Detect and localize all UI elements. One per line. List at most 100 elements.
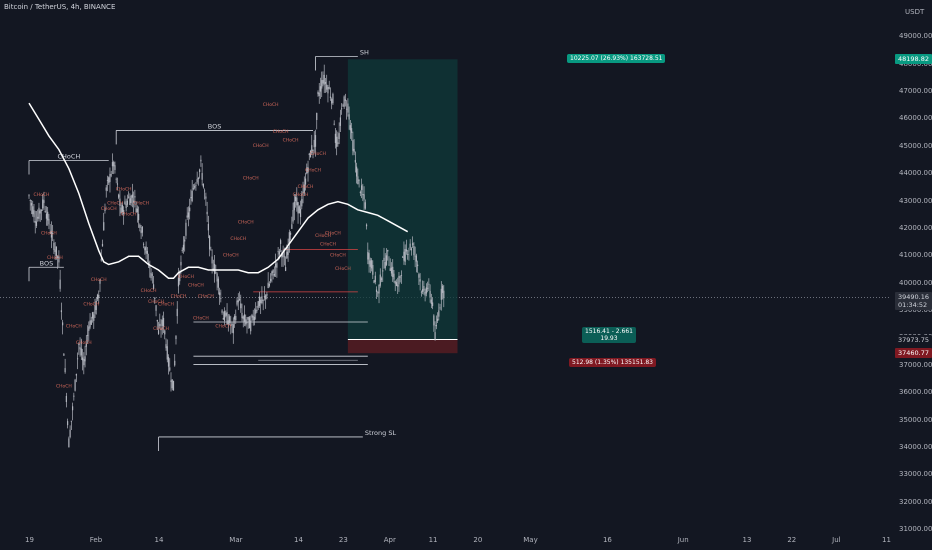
candle-body: [106, 179, 109, 181]
candle-body: [180, 261, 182, 266]
candle-body: [322, 80, 324, 84]
choch-mark-28: CHoCH: [263, 102, 279, 108]
price-tick: 33000.00: [899, 470, 932, 479]
candle-body: [63, 353, 65, 356]
candle-body: [342, 105, 344, 107]
candle-body: [364, 202, 366, 209]
price-tick: 31000.00: [899, 525, 932, 533]
candle-body: [329, 96, 332, 98]
candle-body: [428, 283, 430, 285]
current-price-value: 39490.16: [898, 292, 930, 301]
choch-mark-14: CHoCH: [148, 299, 164, 305]
candle-body: [43, 200, 45, 203]
choch-mark-19: CHoCH: [188, 282, 204, 288]
candle-body: [360, 185, 363, 190]
candle-body: [70, 420, 72, 422]
time-tick: 19: [25, 536, 34, 544]
candle-body: [38, 207, 40, 219]
choch-mark-37: CHoCH: [325, 230, 341, 236]
candle-body: [294, 196, 297, 202]
price-tick: 40000.00: [899, 278, 932, 287]
choch-mark-18: CHoCH: [178, 274, 194, 280]
candle-body: [243, 314, 246, 322]
candle-body: [288, 232, 290, 243]
candle-body: [336, 136, 338, 147]
candle-body: [379, 274, 381, 286]
candle-body: [189, 207, 191, 212]
candle-body: [103, 222, 105, 231]
candle-body: [339, 117, 342, 126]
time-tick: 11: [882, 536, 891, 544]
candle-body: [78, 343, 80, 345]
candle-body: [332, 93, 334, 104]
candle-body: [190, 196, 192, 199]
candle-body: [131, 194, 133, 198]
candle-body: [341, 108, 343, 110]
candle-body: [159, 323, 161, 327]
candle-body: [250, 320, 252, 332]
candle-body: [200, 159, 202, 162]
candle-body: [431, 302, 434, 307]
candle-body: [166, 346, 168, 360]
candle-body: [327, 86, 329, 94]
structure-label-1: BOS: [40, 259, 54, 267]
bar-countdown: 01:34:52: [898, 300, 928, 309]
candle-body: [58, 256, 60, 263]
candle-body: [436, 318, 439, 321]
risk-reward-box: 1516.41 - 2.661 19.93: [582, 326, 636, 343]
choch-mark-0: CHoCH: [34, 192, 50, 198]
candle-body: [71, 406, 74, 411]
candle-body: [338, 133, 340, 139]
candle-body: [299, 208, 302, 218]
candle-body: [441, 285, 444, 293]
candle-body: [248, 317, 251, 329]
candle-body: [309, 150, 312, 158]
structure-label-4: Strong SL: [365, 429, 397, 437]
candle-body: [170, 380, 172, 383]
candle-body: [130, 195, 132, 203]
time-tick: 22: [787, 536, 797, 544]
candle-body: [162, 317, 165, 327]
candle-body: [304, 178, 307, 185]
candle-body: [123, 209, 125, 215]
candle-body: [372, 264, 374, 275]
candle-body: [34, 221, 36, 223]
candle-body: [334, 133, 337, 143]
candle-body: [100, 259, 102, 261]
candle-body: [266, 293, 268, 296]
candle-body: [233, 316, 236, 320]
time-axis[interactable]: 19 Feb 14 Mar 14 23 Apr 11 20 May 16 Jun 13 22 Jul 11: [0, 530, 891, 550]
choch-mark-1: CHoCH: [41, 230, 57, 236]
symbol-title: Bitcoin / TetherUS, 4h, BINANCE: [4, 3, 116, 11]
candle-body: [73, 395, 75, 397]
candle-body: [412, 243, 414, 246]
price-tick: 44000.00: [899, 169, 932, 178]
price-tick: 37000.00: [899, 360, 932, 369]
candle-body: [128, 196, 130, 198]
price-tick: 34000.00: [899, 442, 932, 451]
candle-body: [201, 173, 203, 180]
candle-body: [434, 332, 436, 340]
candle-body: [268, 284, 271, 286]
candle-body: [395, 282, 398, 286]
candle-body: [48, 218, 50, 225]
candle-body: [301, 199, 303, 207]
choch-mark-7: CHoCH: [91, 277, 107, 283]
candle-body: [369, 260, 371, 267]
choch-mark-3: CHoCH: [56, 384, 72, 390]
candle-body: [265, 295, 267, 300]
candle-body: [347, 103, 349, 113]
choch-mark-11: CHoCH: [121, 211, 137, 217]
choch-mark-9: CHoCH: [107, 200, 123, 206]
candle-body: [35, 221, 38, 226]
candle-body: [404, 249, 406, 262]
candle-body: [141, 226, 143, 233]
candle-body: [68, 438, 70, 448]
candle-body: [359, 191, 361, 194]
price-tag-entry: 37973.75: [895, 334, 932, 345]
choch-mark-29: CHoCH: [273, 129, 289, 135]
candle-body: [337, 142, 339, 145]
price-axis[interactable]: USDT 31000.00 32000.00 33000.00 34000.00 350…: [891, 0, 932, 533]
candle-body: [207, 223, 209, 231]
